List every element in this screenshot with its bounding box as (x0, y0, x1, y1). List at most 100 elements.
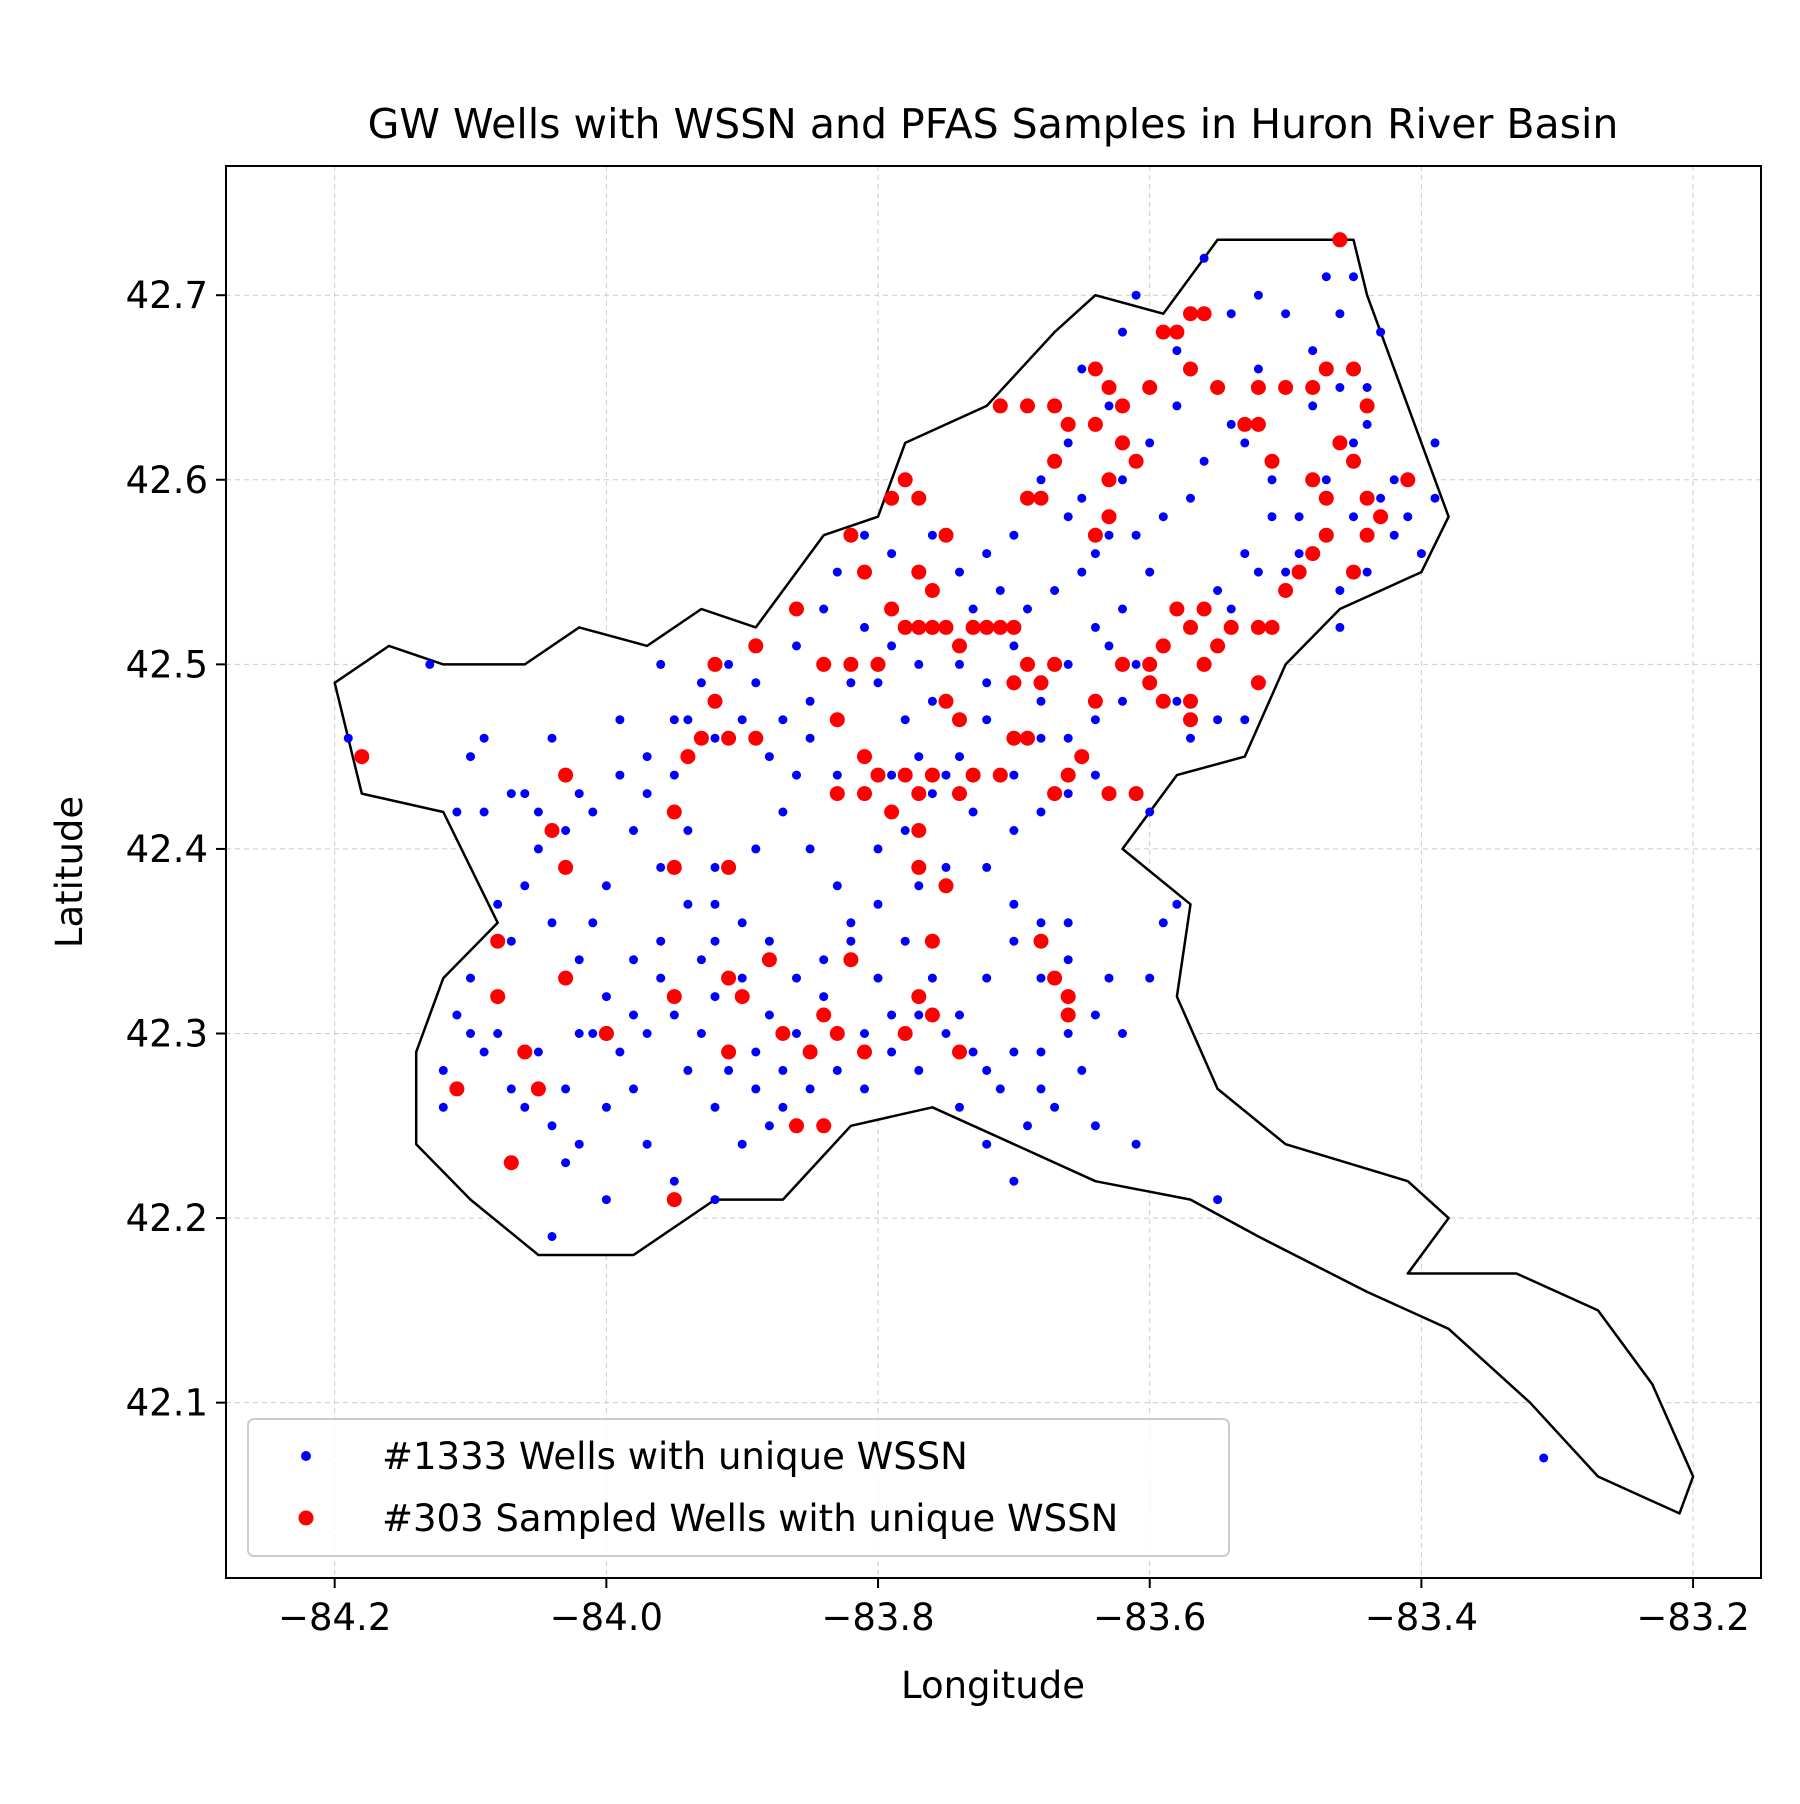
sampled-well-point (1169, 324, 1185, 340)
well-point (425, 659, 435, 669)
sampled-well-point (1060, 416, 1076, 432)
well-point (751, 844, 761, 854)
sampled-well-point (1183, 712, 1198, 728)
well-point (1036, 733, 1046, 743)
well-point (1131, 659, 1141, 669)
well-point (1104, 641, 1114, 651)
sampled-well-point (1359, 490, 1375, 506)
well-point (601, 1195, 611, 1205)
sampled-well-point (503, 1155, 519, 1171)
sampled-well-point (1006, 619, 1022, 635)
well-point (1158, 512, 1168, 522)
well-point (832, 881, 842, 891)
sampled-well-point (1020, 656, 1035, 672)
well-point (452, 807, 462, 817)
sampled-well-point (884, 490, 900, 506)
well-point (1090, 715, 1100, 725)
sampled-well-point (666, 989, 682, 1005)
well-point (533, 1047, 543, 1057)
sampled-well-point (802, 1044, 818, 1060)
well-point (479, 1047, 489, 1057)
sampled-well-point (1400, 472, 1416, 488)
well-point (629, 955, 638, 965)
sampled-well-point (924, 767, 940, 783)
sampled-well-point (924, 1007, 940, 1023)
well-point (1349, 272, 1358, 282)
well-point (737, 1139, 747, 1149)
sampled-well-point (1359, 398, 1375, 414)
well-point (1253, 567, 1263, 577)
well-point (1118, 475, 1127, 485)
well-point (574, 955, 584, 965)
well-point (1118, 327, 1127, 337)
well-point (1131, 290, 1141, 300)
well-point (533, 807, 543, 817)
sampled-well-point (666, 859, 682, 875)
well-point (778, 807, 788, 817)
sampled-well-point (938, 878, 954, 894)
well-point (1023, 1121, 1032, 1131)
legend: #1333 Wells with unique WSSN #303 Sample… (247, 1418, 1230, 1557)
legend-label-wells: #1333 Wells with unique WSSN (382, 1435, 968, 1478)
sampled-well-point (1115, 398, 1130, 414)
well-point (1376, 327, 1386, 337)
well-point (1009, 641, 1019, 651)
sampled-well-point (1346, 564, 1361, 580)
well-point (547, 733, 557, 743)
well-point (1403, 512, 1413, 522)
well-point (1294, 512, 1304, 522)
sampled-well-point (911, 989, 927, 1005)
well-point (479, 807, 489, 817)
well-point (710, 1195, 720, 1205)
well-point (805, 733, 815, 743)
sampled-well-point (1291, 564, 1307, 580)
sampled-well-point (911, 490, 927, 506)
sampled-well-point (870, 656, 886, 672)
well-point (778, 1065, 788, 1075)
x-tick-label: −83.4 (1365, 1596, 1478, 1639)
well-point (778, 1102, 788, 1112)
sampled-well-point (544, 823, 560, 838)
well-point (669, 715, 679, 725)
sampled-well-point (721, 730, 737, 746)
well-point (615, 770, 625, 780)
sampled-well-point (1142, 675, 1158, 691)
well-point (466, 752, 475, 762)
well-point (805, 696, 815, 706)
well-point (1077, 567, 1087, 577)
well-point (574, 789, 584, 799)
sampled-well-point (1128, 453, 1144, 469)
sampled-well-point (1101, 472, 1117, 488)
well-point (1145, 973, 1155, 983)
y-tick-label: 42.2 (126, 1197, 208, 1240)
well-point (479, 733, 489, 743)
well-point (982, 1139, 992, 1149)
x-tick-label: −83.6 (1093, 1596, 1206, 1639)
well-point (1172, 346, 1182, 356)
well-point (1253, 364, 1263, 374)
well-point (683, 715, 693, 725)
well-point (1063, 659, 1073, 669)
well-point (955, 659, 964, 669)
well-point (601, 1102, 611, 1112)
well-point (778, 715, 788, 725)
well-point (995, 586, 1005, 595)
well-point (1009, 530, 1019, 540)
sampled-well-point (1359, 527, 1375, 543)
sampled-well-point (1006, 675, 1022, 691)
well-point (642, 1029, 652, 1038)
well-point (1063, 918, 1073, 928)
sampled-well-point (829, 786, 845, 802)
well-point (860, 530, 869, 540)
sampled-well-point (965, 619, 981, 635)
sampled-well-point (952, 638, 967, 654)
well-point (846, 678, 856, 688)
well-point (751, 678, 761, 688)
well-point (506, 1084, 516, 1094)
well-point (764, 1121, 774, 1131)
well-point (1104, 530, 1114, 540)
well-point (805, 1084, 815, 1094)
well-point (751, 1047, 761, 1057)
well-point (1335, 309, 1345, 319)
sampled-well-point (721, 859, 737, 875)
